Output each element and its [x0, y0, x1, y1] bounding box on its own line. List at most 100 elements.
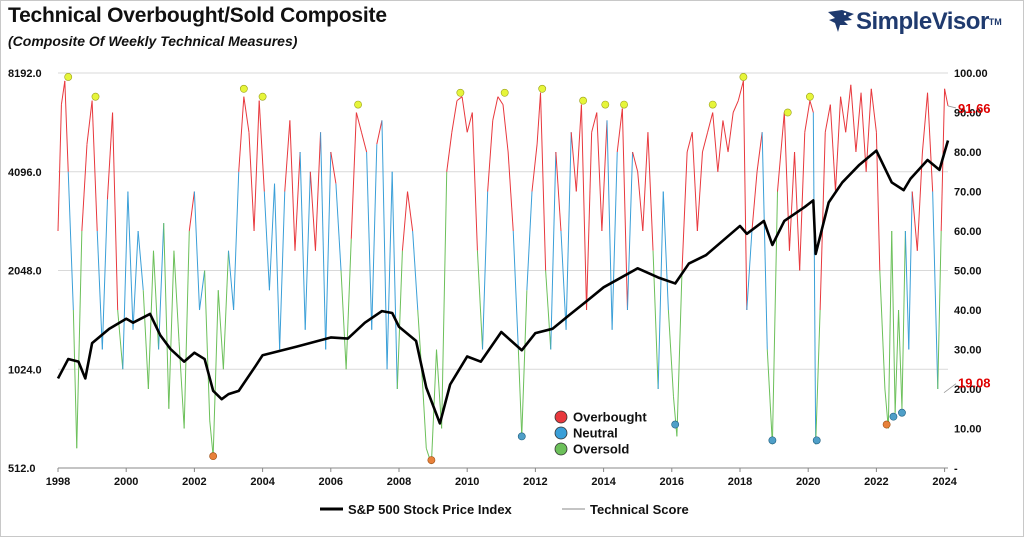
score-segment	[898, 309, 903, 409]
score-segment	[550, 151, 557, 350]
score-segment	[591, 112, 598, 133]
score-segment	[732, 100, 739, 113]
score-segment	[168, 250, 175, 409]
score-segment	[840, 96, 847, 133]
oversold-marker-orange	[882, 420, 891, 429]
inset-legend-swatch	[554, 426, 568, 440]
score-segment	[106, 112, 114, 200]
x-tick-label: 2002	[182, 476, 206, 488]
score-segment	[76, 230, 83, 449]
score-segment	[722, 120, 729, 153]
simplevisor-logo: SimpleVisor TM	[826, 8, 1002, 36]
score-segment	[147, 250, 154, 390]
x-tick-label: 2016	[660, 476, 684, 488]
score-segment	[932, 191, 939, 390]
overbought-marker	[91, 92, 100, 101]
oversold-marker-blue	[517, 432, 526, 441]
score-segment	[812, 112, 817, 445]
right-tick-label: 90.00	[954, 108, 982, 120]
callout-leader	[947, 105, 957, 109]
score-segment	[366, 151, 373, 330]
left-tick-label: 8192.0	[8, 68, 42, 80]
score-segment	[335, 183, 342, 271]
score-segment	[777, 112, 785, 192]
score-segment	[804, 100, 811, 133]
score-segment	[642, 132, 649, 232]
score-segment	[212, 290, 219, 457]
score-segment	[944, 88, 949, 107]
score-segment	[766, 349, 773, 445]
score-segment	[456, 96, 463, 102]
score-segment	[258, 100, 265, 192]
logo-text: SimpleVisor	[856, 8, 989, 35]
score-segment	[320, 132, 327, 350]
overbought-marker	[258, 92, 267, 101]
score-segment	[330, 151, 337, 184]
left-tick-label: 1024.0	[8, 364, 42, 376]
overbought-marker	[500, 88, 509, 97]
score-segment	[401, 191, 409, 251]
score-segment	[284, 120, 291, 192]
score-segment	[294, 151, 301, 251]
markers	[64, 73, 906, 464]
inset-legend-swatch	[554, 410, 568, 424]
score-segment	[417, 309, 424, 390]
score-segment	[199, 270, 206, 311]
score-segment	[178, 341, 185, 429]
score-segment	[927, 92, 934, 192]
overbought-marker	[783, 108, 792, 117]
score-segment	[345, 238, 352, 370]
x-tick-label: 2000	[114, 476, 138, 488]
current-value-callouts: 91.66 19.08	[943, 101, 991, 393]
score-segment	[204, 270, 211, 421]
current-score-label: 91.66	[958, 101, 991, 116]
score-segment	[391, 171, 398, 390]
score-segment	[507, 151, 514, 232]
x-tick-label: 2018	[728, 476, 752, 488]
right-tick-label: -	[954, 463, 958, 475]
score-segment	[761, 132, 768, 350]
score-segment	[701, 132, 709, 153]
right-tick-label: 70.00	[954, 187, 982, 199]
score-segment	[412, 230, 419, 311]
score-segment	[575, 104, 582, 192]
score-segment	[502, 104, 509, 153]
score-segment	[248, 132, 255, 232]
score-segment	[756, 132, 763, 172]
score-segment	[381, 120, 388, 370]
score-segment	[57, 104, 62, 232]
score-segment	[809, 100, 814, 113]
score-segment	[299, 151, 306, 330]
x-tick-label: 2010	[455, 476, 479, 488]
score-segment	[601, 120, 608, 232]
score-segment	[487, 120, 494, 192]
score-segment	[217, 290, 224, 370]
left-tick-label: 512.0	[8, 463, 36, 475]
chart-subtitle: (Composite Of Weekly Technical Measures)	[8, 33, 298, 49]
score-segment	[681, 151, 688, 271]
score-segment	[132, 230, 139, 330]
overbought-marker	[620, 100, 628, 109]
score-segment	[727, 112, 734, 153]
score-segment	[263, 191, 270, 291]
oversold-marker-blue	[889, 412, 898, 421]
score-segment	[101, 199, 108, 350]
score-segment	[908, 191, 913, 350]
right-tick-label: 10.00	[954, 424, 982, 436]
overbought-marker	[739, 73, 748, 81]
callout-leader	[943, 383, 957, 393]
axes: 512.0 1024.0 2048.0 4096.0 8192.0 - 10.00 20.00…	[8, 68, 988, 488]
score-segment	[268, 183, 276, 291]
score-segment	[570, 132, 577, 192]
score-segment	[637, 171, 644, 232]
inset-legend-label: Overbought	[573, 410, 647, 425]
technical-score-series	[57, 80, 949, 465]
oversold-marker-orange	[427, 456, 436, 464]
score-segment	[616, 108, 623, 153]
score-segment	[717, 120, 724, 172]
score-segment	[672, 396, 678, 437]
score-segment	[91, 100, 98, 232]
oversold-marker-orange	[209, 452, 218, 461]
score-segment	[188, 191, 195, 232]
score-segment	[621, 108, 628, 311]
